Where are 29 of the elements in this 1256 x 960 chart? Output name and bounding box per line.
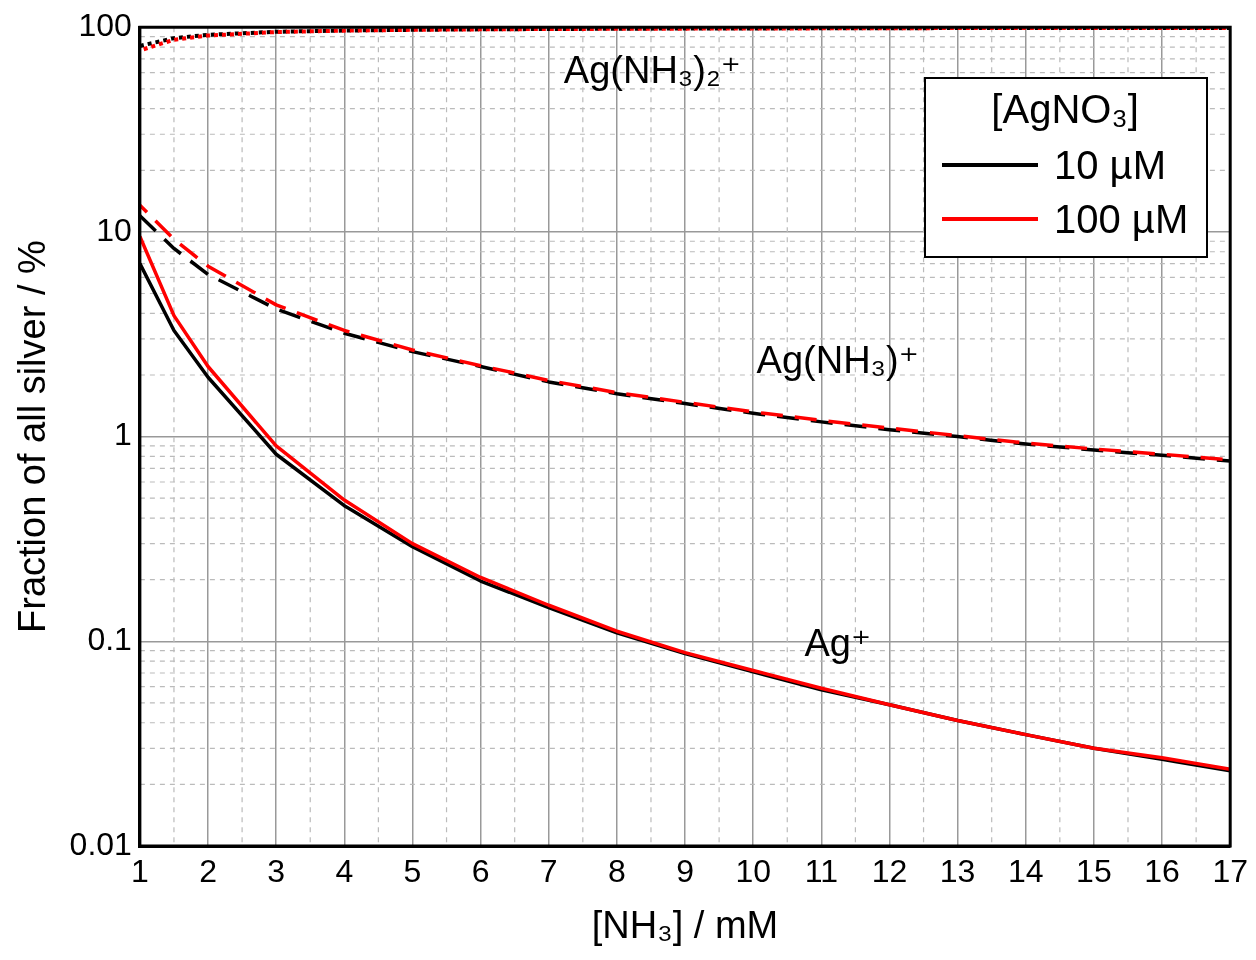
y-tick-label: 0.01 bbox=[69, 825, 132, 862]
legend-label: 100 µM bbox=[1053, 196, 1189, 242]
x-tick-label: 8 bbox=[608, 853, 626, 890]
y-tick-label: 100 bbox=[78, 7, 132, 44]
annotation: Ag(NH₃)₂⁺ bbox=[563, 48, 741, 91]
x-tick-label: 12 bbox=[871, 853, 908, 890]
x-tick-label: 17 bbox=[1212, 853, 1248, 890]
y-tick-label: 10 bbox=[96, 211, 132, 248]
x-tick-label: 16 bbox=[1144, 853, 1180, 890]
x-tick-label: 13 bbox=[939, 853, 976, 890]
x-tick-label: 10 bbox=[735, 853, 771, 890]
y-tick-label: 1 bbox=[114, 416, 132, 453]
x-tick-label: 2 bbox=[199, 853, 217, 890]
legend-title: [AgNO₃] bbox=[990, 87, 1140, 133]
x-axis-title: [NH₃] / mM bbox=[591, 903, 779, 946]
x-tick-label: 3 bbox=[267, 853, 286, 890]
legend-label: 10 µM bbox=[1053, 142, 1166, 188]
x-tick-label: 11 bbox=[804, 853, 838, 890]
x-tick-label: 15 bbox=[1076, 853, 1112, 890]
y-tick-label: 0.1 bbox=[87, 621, 132, 658]
x-tick-label: 7 bbox=[539, 853, 558, 890]
x-tick-label: 9 bbox=[676, 853, 694, 890]
x-tick-label: 6 bbox=[471, 853, 490, 890]
x-tick-label: 4 bbox=[335, 853, 354, 890]
annotation: Ag(NH₃)⁺ bbox=[756, 339, 919, 382]
x-tick-label: 14 bbox=[1007, 853, 1044, 890]
y-axis-title: Fraction of all silver / % bbox=[11, 240, 54, 633]
annotation: Ag⁺ bbox=[804, 621, 871, 664]
x-tick-label: 5 bbox=[403, 853, 422, 890]
